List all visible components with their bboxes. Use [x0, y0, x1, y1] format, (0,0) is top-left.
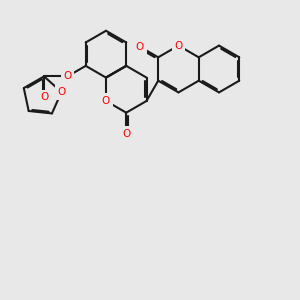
Text: O: O [40, 92, 48, 103]
Text: O: O [63, 71, 72, 81]
Text: O: O [102, 96, 110, 106]
Text: O: O [57, 87, 66, 97]
Text: O: O [136, 42, 144, 52]
Text: O: O [174, 40, 183, 51]
Text: O: O [122, 129, 130, 139]
